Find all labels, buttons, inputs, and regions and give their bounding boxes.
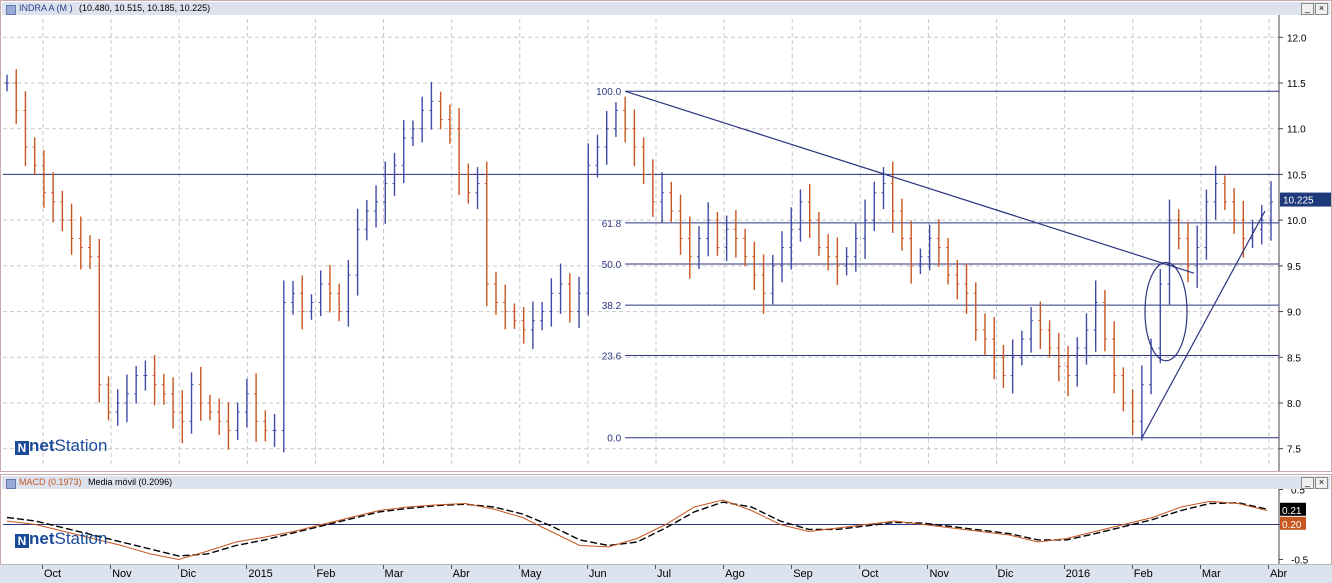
x-tick-label: Dic — [997, 568, 1014, 580]
x-tick — [42, 565, 43, 569]
macd-badge — [1280, 502, 1306, 516]
x-tick-label: Jul — [657, 568, 672, 580]
x-tick — [927, 565, 929, 569]
macd-line — [6, 499, 1268, 561]
x-tick — [791, 565, 793, 569]
y-tick-label: 11.5 — [1287, 79, 1306, 90]
x-tick-label: 2015 — [248, 568, 273, 580]
breakout-ellipse — [1144, 261, 1188, 362]
x-tick — [518, 565, 520, 569]
minimize-button[interactable]: _ — [1301, 3, 1314, 15]
fibonacci-label: 61.8 — [602, 219, 622, 230]
x-tick — [1131, 565, 1133, 569]
fibonacci-label: 23.6 — [602, 351, 622, 362]
x-tick-label: Mar — [384, 568, 404, 580]
y-tick-label: 10.5 — [1287, 170, 1307, 181]
price-panel-titlebar[interactable]: INDRA A (M ) (10.480, 10.515, 10.185, 10… — [2, 2, 1330, 15]
x-tick-label: 2016 — [1065, 568, 1091, 580]
x-tick-label: Oct — [861, 568, 879, 580]
x-tick-label: Ago — [725, 568, 745, 580]
fibonacci-label: 0.0 — [607, 434, 621, 445]
y-tick-label: 8.5 — [1287, 353, 1301, 364]
x-tick — [314, 565, 316, 569]
y-tick-label: 12.0 — [1287, 33, 1307, 44]
panel-grip-icon[interactable] — [6, 5, 16, 15]
time-axis: Oct Nov Dic 2015 Feb Mar Abr May Jun Jul Ago Sep Oct… — [0, 564, 1332, 583]
x-tick — [655, 565, 656, 569]
netstation-logo-icon: N — [15, 441, 29, 455]
signal-badge — [1280, 516, 1306, 530]
x-tick-label: Mar — [1201, 568, 1221, 580]
panel-grip-icon[interactable] — [6, 479, 16, 489]
x-tick-label: Abr — [452, 568, 470, 580]
downtrend-line — [624, 90, 1195, 274]
macd-chart[interactable]: -0.50.00.50.210.20 — [1, 489, 1331, 565]
x-tick — [995, 565, 997, 569]
x-tick — [1063, 565, 1065, 569]
netstation-logo-icon: N — [15, 534, 29, 548]
x-tick — [723, 565, 725, 569]
last-value-badge — [1280, 192, 1331, 207]
fibonacci-label: 50.0 — [602, 260, 622, 271]
x-tick — [382, 565, 384, 569]
x-tick-label: Feb — [1133, 568, 1153, 580]
y-tick-label: 8.0 — [1287, 399, 1301, 410]
uptrend-line — [1141, 210, 1266, 439]
x-tick-label: Abr — [1270, 568, 1288, 580]
last-value-badge-label: 10.225 — [1283, 196, 1314, 207]
ohlc-readout: (10.480, 10.515, 10.185, 10.225) — [79, 3, 211, 13]
minimize-button[interactable]: _ — [1301, 477, 1314, 489]
x-tick-label: Feb — [316, 568, 336, 580]
x-tick-label: May — [520, 568, 542, 580]
series-title: INDRA A (M ) — [19, 3, 73, 13]
y-tick-label: 9.5 — [1287, 262, 1301, 273]
y-tick-label: 7.5 — [1287, 445, 1301, 456]
y-tick-label: 11.0 — [1287, 125, 1306, 136]
macd-badge-label: 0.21 — [1282, 506, 1302, 517]
x-tick-label: Sep — [793, 568, 813, 580]
x-tick-label: Oct — [44, 568, 62, 580]
x-tick — [178, 565, 180, 569]
x-tick-label: Jun — [588, 568, 607, 580]
close-button[interactable]: × — [1315, 3, 1328, 15]
y-tick-label: 0.5 — [1291, 489, 1305, 497]
signal-badge-label: 0.20 — [1282, 520, 1302, 531]
x-tick — [1268, 565, 1269, 569]
signal-line — [6, 501, 1268, 557]
y-tick-label: -0.5 — [1291, 556, 1309, 566]
x-tick-label: Dic — [180, 568, 197, 580]
macd-panel: MACD (0.1973) Media móvil (0.2096) _ × -… — [0, 474, 1332, 566]
y-tick-label: 10.0 — [1287, 216, 1307, 227]
x-tick — [450, 565, 452, 569]
x-tick — [246, 565, 248, 569]
price-panel: INDRA A (M ) (10.480, 10.515, 10.185, 10… — [0, 0, 1332, 472]
x-tick — [859, 565, 861, 569]
x-tick-label: Nov — [929, 568, 949, 580]
signal-legend: Media móvil (0.2096) — [88, 477, 173, 487]
x-tick — [110, 565, 112, 569]
x-tick — [586, 565, 588, 569]
macd-legend: MACD (0.1973) — [19, 477, 82, 487]
x-tick — [1199, 565, 1201, 569]
y-tick-label: 9.0 — [1287, 308, 1301, 319]
fibonacci-label: 100.0 — [596, 87, 621, 98]
price-chart[interactable]: 7.5 8.0 8.5 9.0 9.5 10.0 10.5 11.0 11.5 12.0 100.0… — [1, 15, 1331, 471]
close-button[interactable]: × — [1315, 477, 1328, 489]
fibonacci-label: 38.2 — [602, 301, 622, 312]
macd-panel-titlebar[interactable]: MACD (0.1973) Media móvil (0.2096) — [2, 476, 1330, 489]
x-tick-label: Nov — [112, 568, 132, 580]
